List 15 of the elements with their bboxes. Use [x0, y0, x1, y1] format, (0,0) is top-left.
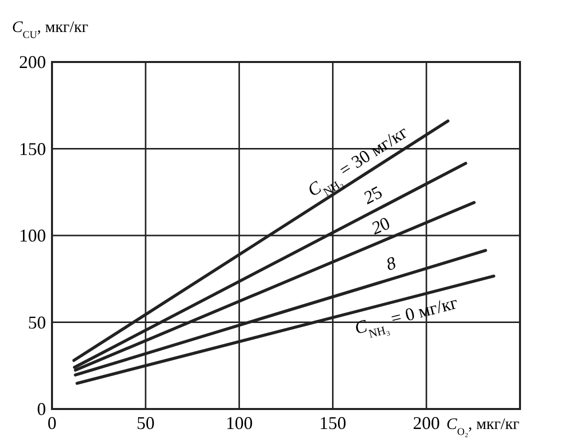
y-tick-label: 100	[19, 226, 46, 246]
y-tick-label: 200	[19, 52, 46, 72]
text: C$_{NH₃}$ = 0 мг/кг	[352, 292, 460, 340]
y-axis-title: C$_{CU}$, мкг/кг	[12, 19, 89, 40]
x-tick-label: 50	[136, 413, 155, 433]
y-tick-label: 0	[37, 399, 46, 419]
text: 20	[368, 212, 393, 238]
y-tick-label: 50	[28, 312, 46, 332]
y-tick-label: 150	[19, 138, 46, 159]
text: 8	[384, 252, 398, 274]
x-tick-label: 100	[226, 413, 253, 433]
x-tick-label: 150	[319, 413, 346, 433]
x-axis-title: C$_{O₂}$, мкг/кг	[446, 416, 520, 438]
text: 25	[360, 182, 386, 208]
x-tick-label: 200	[412, 413, 440, 433]
